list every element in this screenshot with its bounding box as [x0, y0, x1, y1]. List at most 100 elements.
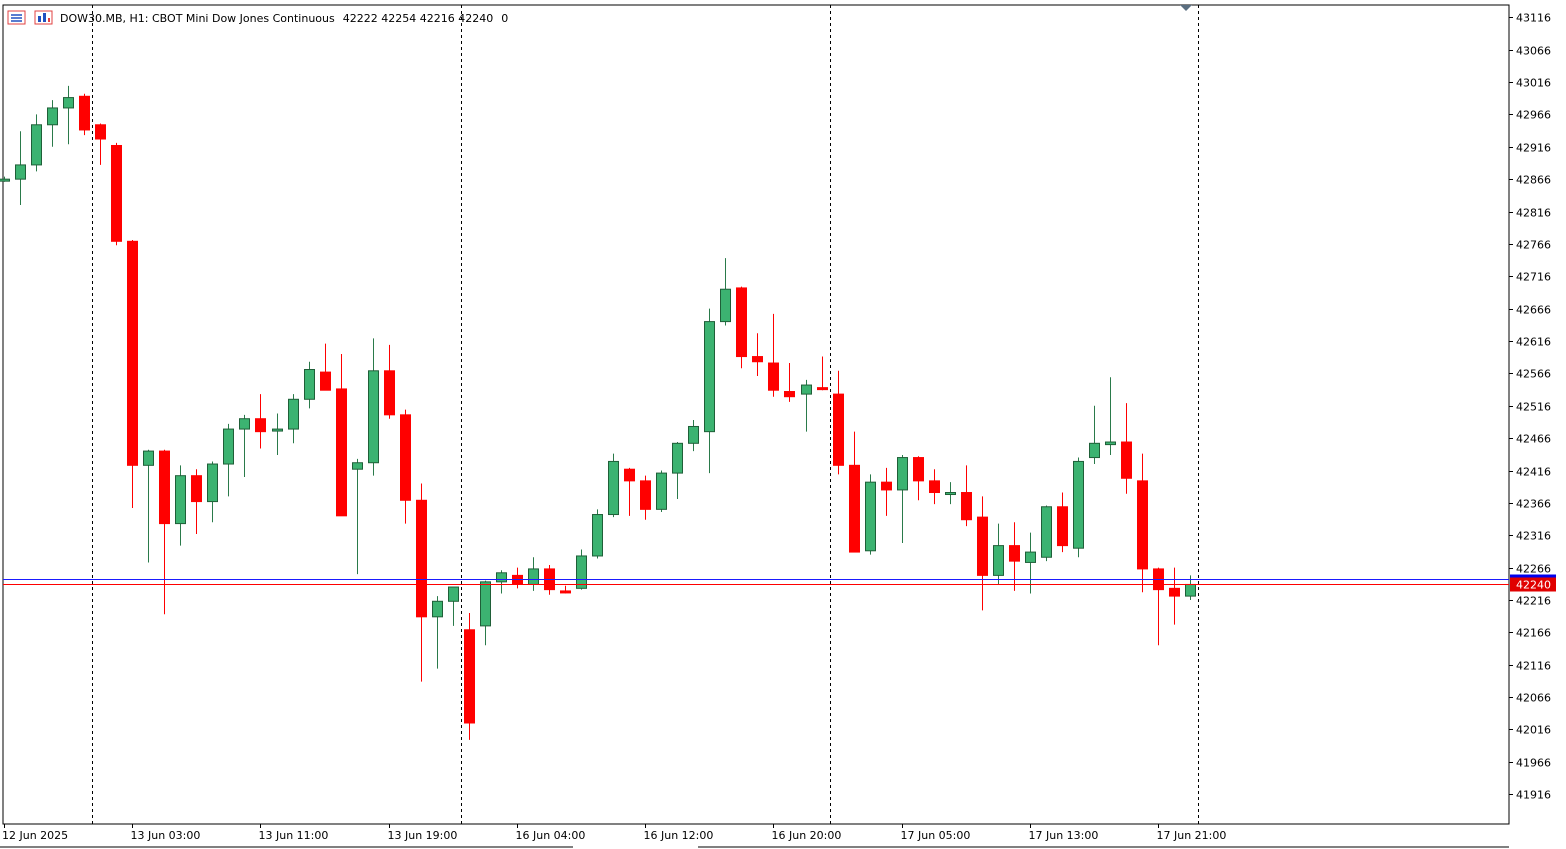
candle — [640, 475, 651, 520]
candle-body — [31, 124, 42, 166]
candle — [897, 454, 908, 544]
candle — [320, 343, 331, 391]
time-tick-label: 17 Jun 13:00 — [1029, 829, 1099, 842]
candle-body — [528, 568, 539, 585]
time-tick-label: 17 Jun 05:00 — [901, 829, 971, 842]
time-tick-label: 16 Jun 12:00 — [644, 829, 714, 842]
candle — [143, 449, 154, 563]
volume-value: 0 — [501, 12, 508, 25]
price-tick-label: 42566 — [1516, 368, 1551, 381]
candle-body — [288, 398, 299, 430]
candle-body — [47, 107, 58, 126]
chart-header: DOW30.MB, H1: CBOT Mini Dow Jones Contin… — [7, 10, 508, 25]
chart-shift-marker[interactable] — [1180, 5, 1192, 11]
candle — [464, 612, 475, 740]
candle — [272, 413, 283, 455]
candle-body — [897, 457, 908, 491]
candle-body — [961, 492, 972, 521]
time-tick-label: 17 Jun 21:00 — [1157, 829, 1227, 842]
time-tick-label: 12 Jun 2025 — [2, 829, 68, 842]
candle-body — [175, 475, 186, 525]
candle-body — [416, 499, 427, 618]
candle — [560, 585, 571, 594]
price-axis: 43116 43066 43016 42966 42916 42866 42816 42766… — [1509, 12, 1551, 802]
candle-body — [480, 581, 491, 627]
candle-body — [127, 240, 138, 466]
candle-body — [929, 480, 940, 494]
candle — [1089, 405, 1100, 465]
candle-body — [576, 555, 587, 589]
indicators-icon[interactable] — [34, 10, 53, 25]
candle — [817, 356, 828, 391]
candle-body — [1073, 460, 1084, 549]
ohlc-values: 42222 42254 42216 42240 — [343, 12, 493, 25]
candle-body — [432, 600, 443, 618]
candle — [1041, 505, 1052, 562]
plot-area[interactable] — [2, 4, 1510, 825]
current-price-label: 42240 — [1516, 579, 1551, 592]
candle — [384, 344, 395, 419]
candle-body — [0, 178, 10, 182]
price-tick-label: 42266 — [1516, 563, 1551, 576]
candle — [1105, 377, 1116, 455]
price-tick-label: 42066 — [1516, 692, 1551, 705]
candle-body — [304, 369, 315, 400]
candle-body — [752, 356, 763, 363]
candle — [416, 483, 427, 682]
candle — [849, 431, 860, 553]
candle-body — [320, 371, 331, 391]
candle-body — [111, 144, 122, 242]
candle-body — [1041, 506, 1052, 558]
candle-body — [1057, 506, 1068, 547]
candle — [752, 333, 763, 376]
candle-body — [656, 472, 667, 510]
candle — [111, 142, 122, 246]
candle — [191, 469, 202, 534]
price-tick-label: 42366 — [1516, 498, 1551, 511]
candle-body — [881, 481, 892, 491]
price-tick-label: 41966 — [1516, 757, 1551, 770]
candle — [239, 414, 250, 477]
time-tick-label: 13 Jun 11:00 — [259, 829, 329, 842]
price-tick-label: 42166 — [1516, 627, 1551, 640]
candle-body — [833, 393, 844, 466]
candle-body — [913, 457, 924, 482]
candle-body — [384, 370, 395, 416]
candle — [432, 596, 443, 669]
candle-body — [720, 288, 731, 323]
price-tick-label: 41916 — [1516, 789, 1551, 802]
candle-body — [592, 514, 603, 557]
candle-body — [993, 545, 1004, 576]
candle — [1137, 453, 1148, 593]
candle — [175, 465, 186, 546]
candle — [31, 114, 42, 172]
candle — [352, 458, 363, 575]
candle-body — [817, 387, 828, 391]
candle-body — [1169, 587, 1180, 597]
candle — [159, 449, 170, 615]
day-separators — [92, 5, 1199, 824]
candle — [63, 85, 74, 145]
time-tick-label: 16 Jun 04:00 — [516, 829, 586, 842]
candle — [977, 496, 988, 611]
candle-body — [608, 460, 619, 516]
candle-body — [640, 480, 651, 510]
candle-body — [1121, 441, 1132, 479]
candle-body — [352, 462, 363, 470]
chart-properties-icon[interactable] — [7, 10, 26, 25]
candle — [833, 370, 844, 475]
candle-body — [945, 492, 956, 496]
price-tick-label: 42516 — [1516, 401, 1551, 414]
candle-body — [15, 164, 26, 180]
candle — [304, 361, 315, 409]
candle-body — [464, 629, 475, 724]
candle-body — [1137, 480, 1148, 570]
price-tick-label: 42766 — [1516, 239, 1551, 252]
candle — [79, 93, 90, 136]
candle — [672, 442, 683, 499]
price-tick-label: 43016 — [1516, 77, 1551, 90]
candles — [0, 85, 1196, 740]
candle-body — [768, 362, 779, 391]
candle — [0, 176, 10, 182]
